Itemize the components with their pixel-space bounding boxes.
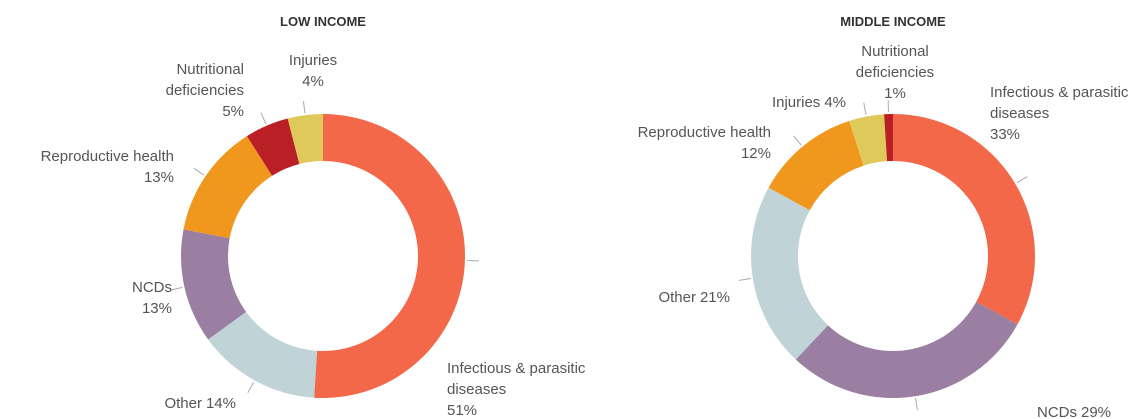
donut-segment [795, 301, 1018, 398]
label-name: Reproductive health [40, 148, 174, 165]
label-value: 33% [990, 126, 1021, 143]
label-name: Nutritional deficiencies [165, 61, 244, 99]
label-name: NCDs [132, 279, 172, 296]
leader-line [260, 112, 267, 125]
leader-line [170, 286, 183, 291]
label-value: 21% [699, 289, 730, 306]
donut-segment [181, 229, 247, 340]
label-value: 13% [141, 300, 172, 317]
data-label: Infectious & parasitic diseases 33% [990, 82, 1130, 145]
donut-segment [287, 114, 323, 164]
data-label: NCDs 29% [1037, 402, 1111, 419]
label-value: 1% [884, 85, 906, 102]
leader-line [247, 381, 255, 393]
label-value: 4% [302, 73, 324, 90]
label-name: Reproductive health [637, 124, 771, 141]
data-label: Infectious & parasitic diseases 51% [447, 358, 587, 419]
label-name: Injuries [771, 94, 821, 111]
label-name: Other [658, 289, 696, 306]
label-name: Other [164, 395, 202, 412]
label-value: 4% [824, 94, 846, 111]
label-name: NCDs [1037, 404, 1077, 419]
donut-segment [893, 114, 1036, 325]
label-value: 29% [1081, 404, 1112, 419]
donut-segment [849, 114, 888, 166]
leader-line [793, 135, 802, 146]
data-label: Reproductive health 13% [41, 146, 174, 188]
label-name: Injuries [288, 52, 338, 69]
leader-line [738, 278, 751, 281]
chart-title: LOW INCOME [280, 14, 366, 29]
leader-line [1016, 176, 1028, 184]
data-label: Other 14% [164, 393, 236, 414]
data-label: Reproductive health 12% [638, 122, 771, 164]
leader-line [915, 398, 918, 411]
data-label: Injuries 4% [772, 92, 846, 113]
label-value: 51% [447, 402, 478, 419]
leader-line [302, 101, 306, 114]
data-label: NCDs 13% [112, 277, 172, 319]
donut-segment [183, 136, 273, 239]
chart-title: MIDDLE INCOME [840, 14, 946, 29]
data-label: Injuries 4% [283, 50, 343, 92]
donut-segment [314, 114, 466, 399]
donut-segment [751, 187, 828, 360]
label-value: 12% [740, 145, 771, 162]
label-value: 5% [222, 103, 244, 120]
label-name: Infectious & parasitic diseases [990, 84, 1129, 122]
data-label: Nutritional deficiencies 5% [144, 59, 244, 122]
leader-line [863, 102, 867, 115]
label-name: Infectious & parasitic diseases [447, 360, 586, 398]
data-label: Other 21% [658, 287, 730, 308]
donut-segment [884, 114, 893, 162]
donut-segment [246, 118, 300, 176]
label-value: 14% [205, 395, 236, 412]
donut-segment [768, 120, 864, 211]
data-label: Nutritional deficiencies 1% [845, 41, 945, 104]
leader-line [193, 167, 205, 176]
label-name: Nutritional deficiencies [855, 43, 935, 81]
donut-segment [208, 311, 318, 398]
label-value: 13% [143, 169, 174, 186]
